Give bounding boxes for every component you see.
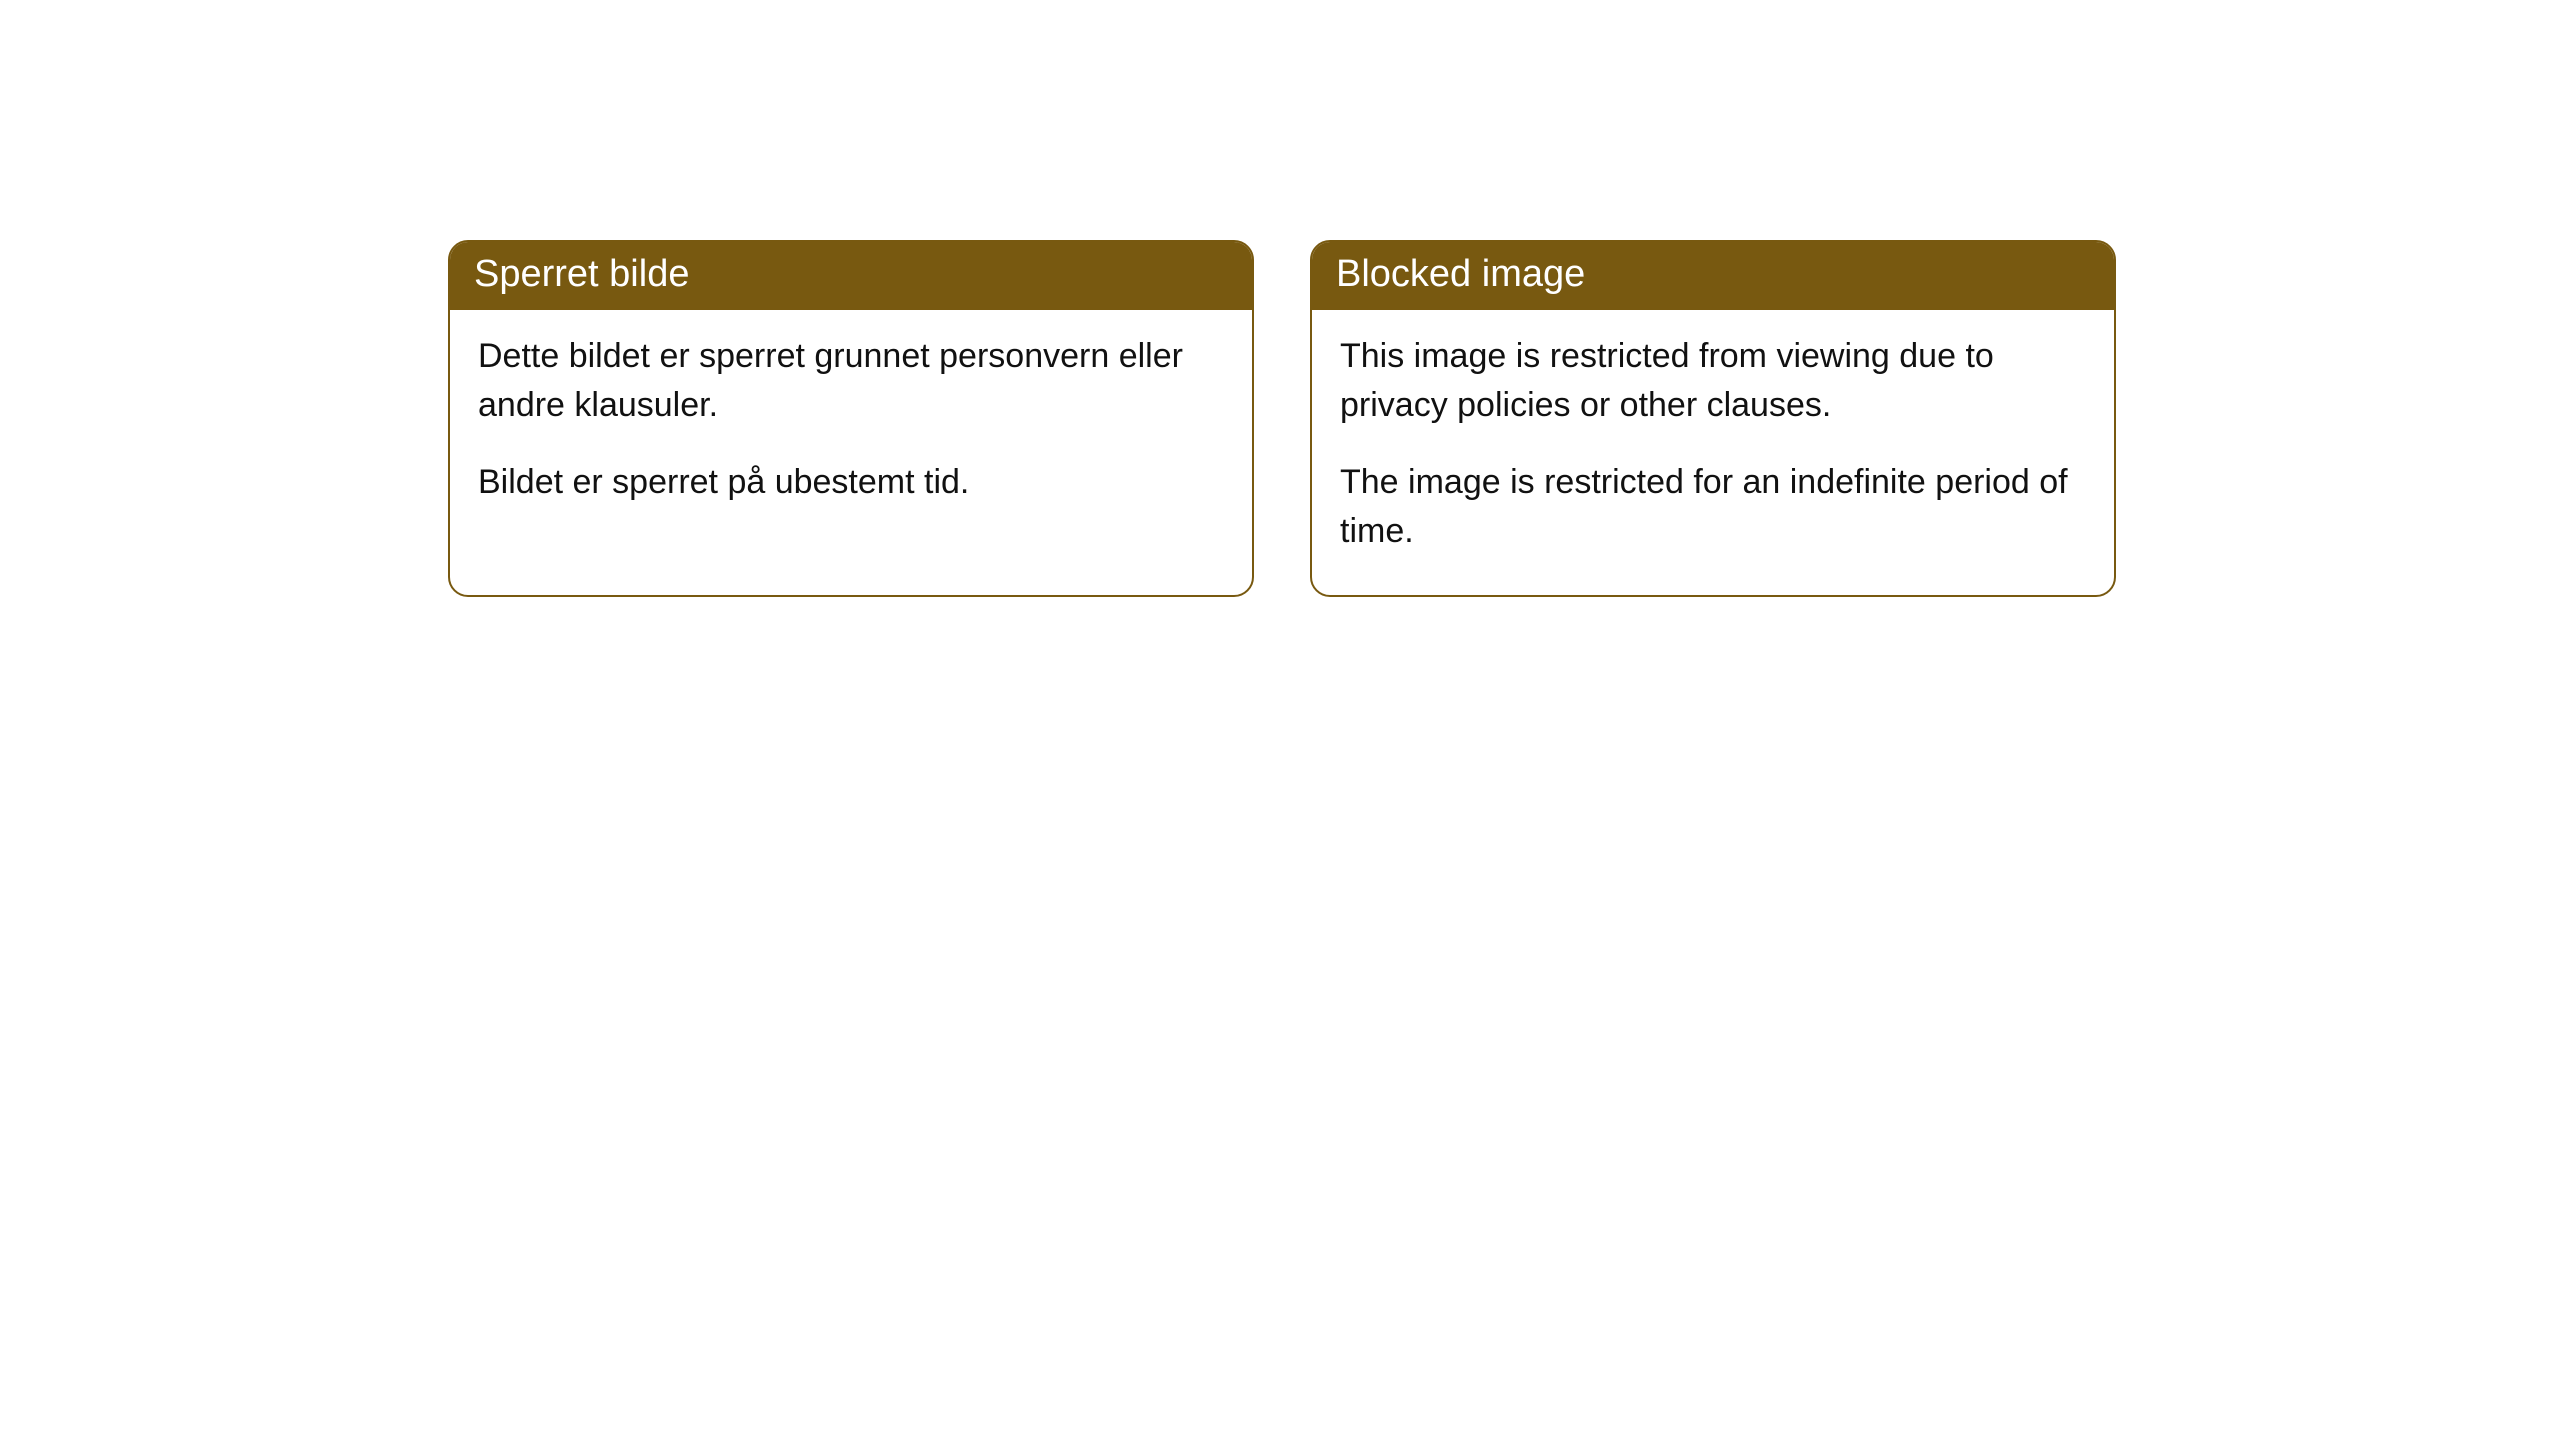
card-paragraph: This image is restricted from viewing du… bbox=[1340, 332, 2086, 431]
blocked-image-card-english: Blocked image This image is restricted f… bbox=[1310, 240, 2116, 597]
blocked-image-card-norwegian: Sperret bilde Dette bildet er sperret gr… bbox=[448, 240, 1254, 597]
card-header-english: Blocked image bbox=[1312, 242, 2114, 310]
notice-cards-container: Sperret bilde Dette bildet er sperret gr… bbox=[448, 240, 2116, 597]
card-header-norwegian: Sperret bilde bbox=[450, 242, 1252, 310]
card-body-norwegian: Dette bildet er sperret grunnet personve… bbox=[450, 310, 1252, 546]
card-paragraph: Bildet er sperret på ubestemt tid. bbox=[478, 458, 1224, 507]
card-paragraph: The image is restricted for an indefinit… bbox=[1340, 458, 2086, 557]
card-paragraph: Dette bildet er sperret grunnet personve… bbox=[478, 332, 1224, 431]
card-body-english: This image is restricted from viewing du… bbox=[1312, 310, 2114, 595]
